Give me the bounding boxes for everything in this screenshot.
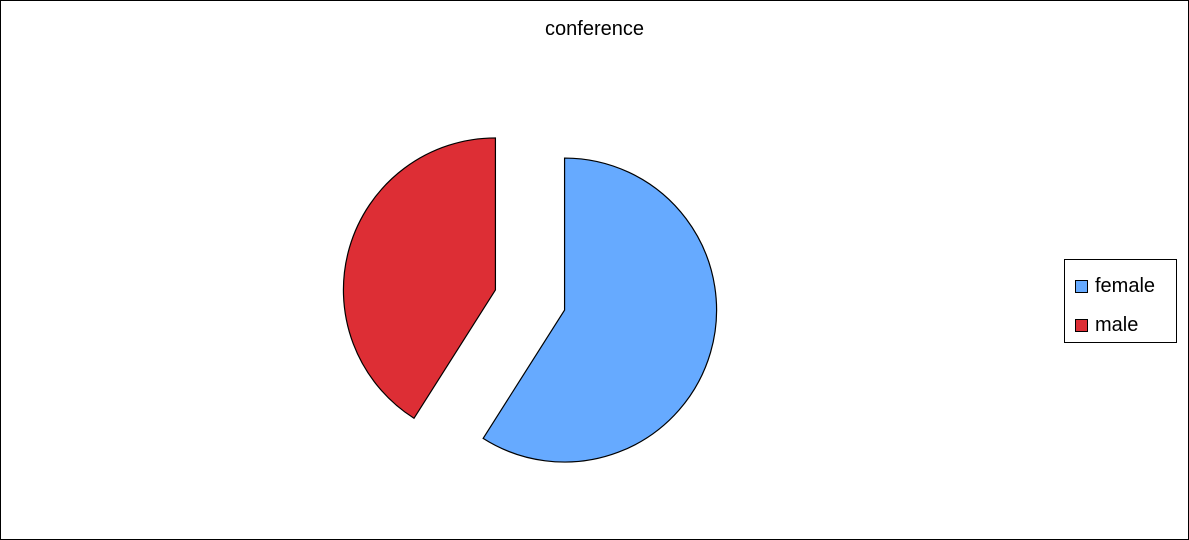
legend-swatch-male [1075, 318, 1088, 332]
legend-label-male: male [1095, 314, 1139, 336]
legend: female male [1064, 259, 1177, 343]
legend-swatch-female [1075, 279, 1088, 293]
pie-slice-female [482, 157, 718, 463]
pie-slice-male [342, 137, 497, 420]
legend-item-female: female [1075, 272, 1176, 300]
legend-label-female: female [1095, 275, 1156, 297]
chart-title: conference [545, 18, 644, 40]
legend-item-male: male [1075, 311, 1176, 339]
